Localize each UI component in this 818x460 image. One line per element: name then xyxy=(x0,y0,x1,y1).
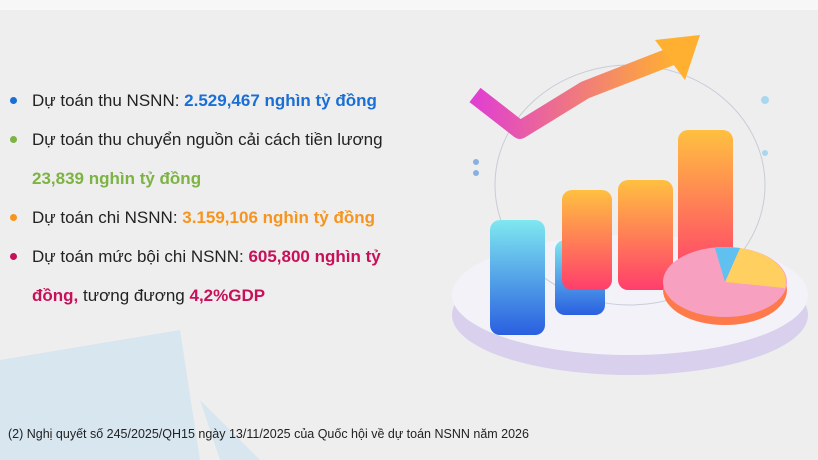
bullet-icon xyxy=(10,97,17,104)
item-label: Dự toán chi NSNN: xyxy=(32,208,183,227)
list-item: Dự toán mức bội chi NSNN: 605,800 nghìn … xyxy=(10,242,383,281)
item-label: tương đương xyxy=(78,286,190,305)
bar-icon xyxy=(618,180,673,290)
item-value: 23,839 nghìn tỷ đồng xyxy=(32,169,202,188)
bullet-icon xyxy=(10,136,17,143)
item-value: 3.159,106 nghìn tỷ đồng xyxy=(182,208,375,227)
list-item-cont: 23,839 nghìn tỷ đồng xyxy=(10,164,383,203)
bullet-icon xyxy=(10,214,17,221)
list-item: Dự toán thu NSNN: 2.529,467 nghìn tỷ đồn… xyxy=(10,86,383,125)
item-value: đồng, xyxy=(32,286,79,305)
budget-list: Dự toán thu NSNN: 2.529,467 nghìn tỷ đồn… xyxy=(10,86,383,320)
item-value: 2.529,467 nghìn tỷ đồng xyxy=(184,91,377,110)
list-item-cont: đồng, tương đương 4,2%GDP xyxy=(10,281,383,320)
item-label: Dự toán thu NSNN: xyxy=(32,91,185,110)
list-item: Dự toán thu chuyển nguồn cải cách tiền l… xyxy=(10,125,383,164)
bar-icon xyxy=(562,190,612,290)
bar-icon xyxy=(678,130,733,280)
item-label: Dự toán thu chuyển nguồn cải cách tiền l… xyxy=(32,130,383,149)
item-value: 4,2%GDP xyxy=(189,286,266,305)
footnote: (2) Nghị quyết số 245/2025/QH15 ngày 13/… xyxy=(8,427,529,441)
top-bar xyxy=(0,0,818,10)
bar-icon xyxy=(490,220,545,335)
item-value: 605,800 nghìn tỷ xyxy=(248,247,381,266)
trend-arrow-icon xyxy=(469,46,679,139)
list-item: Dự toán chi NSNN: 3.159,106 nghìn tỷ đồn… xyxy=(10,203,383,242)
chart-illustration xyxy=(452,35,808,375)
bullet-icon xyxy=(10,253,17,260)
item-label: Dự toán mức bội chi NSNN: xyxy=(32,247,249,266)
